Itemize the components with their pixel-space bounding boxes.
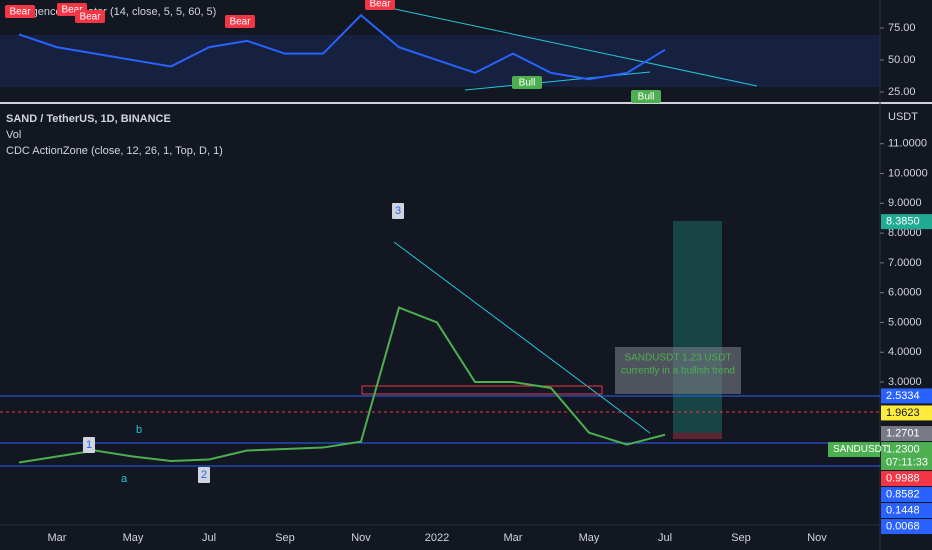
- x-tick-label: Sep: [731, 532, 751, 544]
- price-label: 0.9988: [886, 472, 920, 484]
- zone: [361, 385, 603, 395]
- callout-text: currently in a bullish trend: [621, 366, 735, 377]
- price-badge: [881, 519, 932, 535]
- signal-label: Bear: [61, 5, 83, 16]
- wave-badge: [198, 467, 210, 483]
- y-tick-label: 4.0000: [888, 346, 922, 358]
- indicator-label: CDC ActionZone (close, 12, 26, 1, Top, D…: [6, 145, 223, 157]
- price-label: 0.0068: [886, 520, 920, 532]
- wave-badge: [392, 203, 404, 219]
- signal-badge: [225, 15, 255, 28]
- trendline: [393, 241, 651, 434]
- price-label: 8.3850: [886, 216, 920, 228]
- wave-label: 3: [395, 205, 401, 217]
- x-tick-label: Nov: [807, 532, 827, 544]
- x-tick-label: 2022: [425, 532, 449, 544]
- price-label: 1.2300: [886, 443, 920, 455]
- price-badge: [881, 405, 932, 421]
- price-badge: [881, 503, 932, 519]
- y-unit: USDT: [888, 111, 918, 123]
- y-tick-label: 10.0000: [888, 167, 928, 179]
- signal-label: Bear: [369, 0, 391, 10]
- signal-label: Bull: [638, 92, 655, 103]
- y-tick-label: 5.0000: [888, 316, 922, 328]
- signal-badge: [512, 76, 542, 89]
- x-tick-label: Sep: [275, 532, 295, 544]
- signal-label: Bear: [79, 12, 101, 23]
- y-tick-label: 50.00: [888, 54, 916, 66]
- x-tick-label: Mar: [504, 532, 523, 544]
- callout-text: SANDUSDT 1.23 USDT: [624, 353, 731, 364]
- long-position-stop: [673, 433, 722, 439]
- long-position-target: [673, 221, 722, 433]
- signal-badge: [75, 10, 105, 23]
- price-badge: [881, 388, 932, 404]
- series-line: [18, 13, 666, 81]
- price-label: 0.8582: [886, 488, 920, 500]
- callout-box: [615, 347, 741, 394]
- price-label: 2.5334: [886, 390, 920, 402]
- x-tick-label: Jul: [658, 532, 672, 544]
- signal-badge: [5, 5, 35, 18]
- y-tick-label: 8.0000: [888, 227, 922, 239]
- price-badge: [881, 442, 932, 471]
- countdown: 07:11:33: [886, 456, 928, 468]
- y-tick-label: 75.00: [888, 22, 916, 34]
- signal-badge: [365, 0, 395, 10]
- trendline: [389, 7, 758, 87]
- wave-label: 2: [201, 469, 207, 481]
- y-tick-label: 11.0000: [888, 138, 927, 150]
- wave-label: b: [136, 424, 142, 436]
- y-tick-label: 7.0000: [888, 257, 922, 269]
- x-tick-label: Nov: [351, 532, 371, 544]
- price-badge: [881, 426, 932, 442]
- wave-label: 1: [86, 439, 92, 451]
- price-label: 1.9623: [886, 407, 920, 419]
- signal-label: Bear: [229, 17, 251, 28]
- price-badge: [881, 214, 932, 230]
- signal-label: Bull: [519, 78, 536, 89]
- y-tick-label: 9.0000: [888, 197, 922, 209]
- symbol-badge: [828, 442, 880, 458]
- x-tick-label: May: [123, 532, 144, 544]
- price-badge: [881, 487, 932, 503]
- indicator-title: Divergence Indicator (14, close, 5, 5, 6…: [6, 6, 216, 18]
- x-tick-label: Mar: [48, 532, 67, 544]
- symbol-label: SANDUSDT: [833, 444, 888, 455]
- signal-label: Bear: [9, 7, 31, 18]
- series-line: [18, 306, 666, 464]
- x-tick-label: Jul: [202, 532, 216, 544]
- wave-badge: [83, 437, 95, 453]
- y-tick-label: 6.0000: [888, 287, 922, 299]
- wave-label: a: [121, 473, 128, 485]
- symbol-title: SAND / TetherUS, 1D, BINANCE: [6, 113, 171, 125]
- x-tick-label: May: [579, 532, 600, 544]
- price-badge: [881, 471, 932, 487]
- price-label: 1.2701: [886, 427, 920, 439]
- indicator-label: Vol: [6, 129, 21, 141]
- y-tick-label: 3.0000: [888, 376, 922, 388]
- signal-badge: [631, 90, 661, 103]
- y-tick-label: 25.00: [888, 86, 916, 98]
- price-label: 0.1448: [886, 504, 920, 516]
